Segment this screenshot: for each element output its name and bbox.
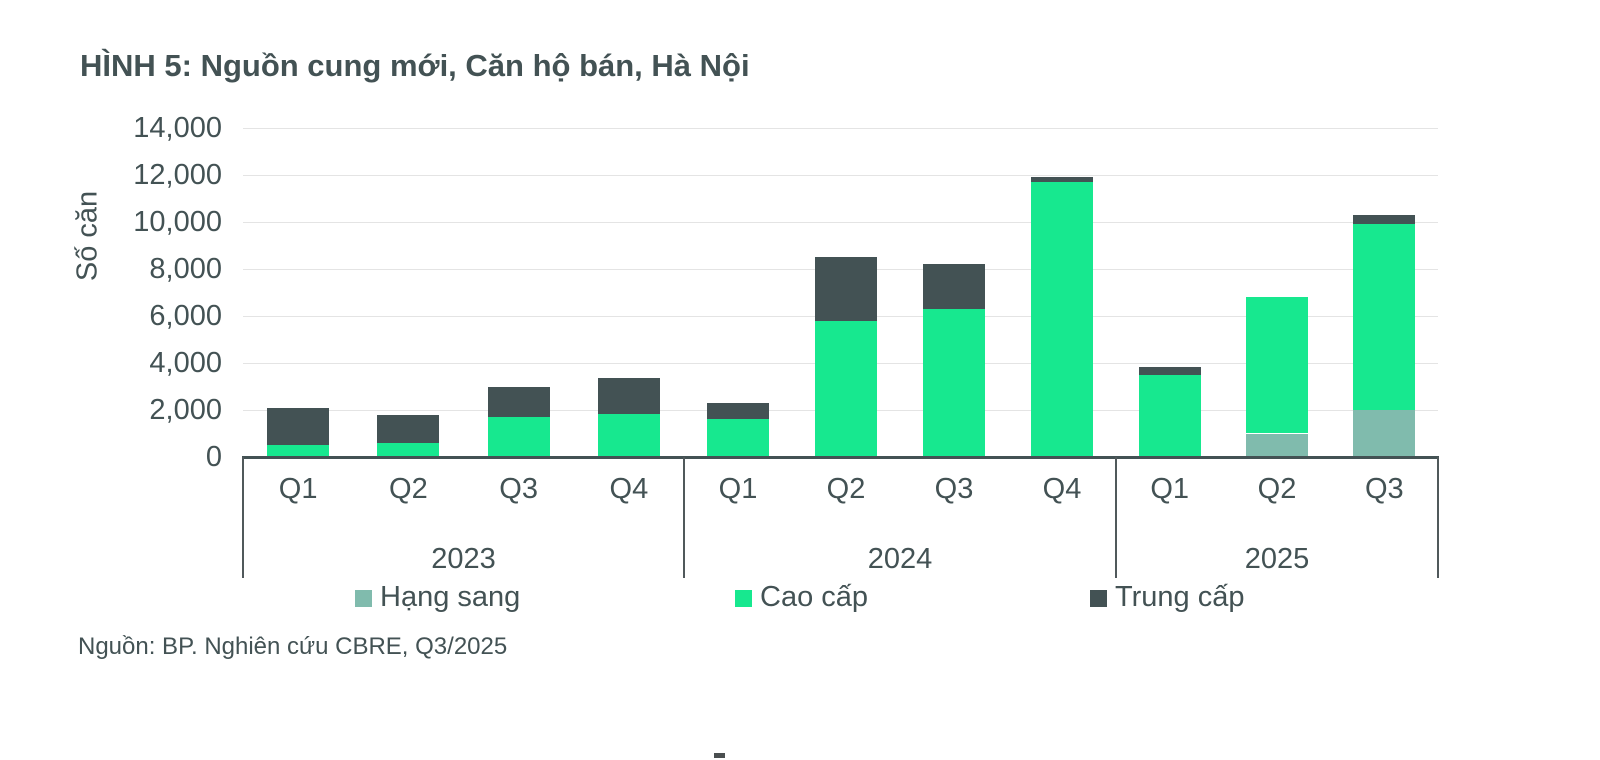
y-axis-tick-label: 2,000 — [149, 394, 222, 426]
figure-title: HÌNH 5: Nguồn cung mới, Căn hộ bán, Hà N… — [80, 48, 750, 83]
y-axis-tick-label: 8,000 — [149, 253, 222, 285]
quarter-label: Q1 — [278, 473, 318, 505]
bar-segment-cao-cấp — [707, 419, 769, 457]
bar-segment-cao-cấp — [267, 445, 330, 457]
bar-segment-cao-cấp — [1031, 182, 1093, 457]
legend-label-hang-sang: Hạng sang — [380, 581, 521, 613]
bar-segment-cao-cấp — [597, 413, 660, 457]
bar-segment-trung-cấp — [377, 414, 440, 443]
legend-item-cao-cap: Cao cấp — [735, 581, 868, 614]
bar-segment-cao-cấp — [1138, 374, 1201, 457]
x-axis-baseline — [242, 456, 1439, 459]
year-label: 2023 — [431, 543, 496, 575]
bar-segment-cao-cấp — [923, 308, 985, 457]
bar-segment-cao-cấp — [1246, 297, 1308, 434]
bar-segment-hạng-sang — [1353, 410, 1416, 457]
category-box-divider — [1437, 457, 1439, 578]
year-label: 2025 — [1244, 543, 1310, 575]
gridline — [243, 221, 1438, 223]
legend-label-cao-cap: Cao cấp — [760, 581, 869, 613]
bar-segment-trung-cấp — [267, 407, 330, 446]
quarter-label: Q2 — [826, 473, 866, 505]
bar-segment-hạng-sang — [1246, 433, 1308, 457]
y-axis-tick-label: 4,000 — [149, 347, 222, 379]
bar-segment-trung-cấp — [815, 257, 877, 321]
bar-segment-trung-cấp — [1138, 366, 1201, 375]
bar-segment-cao-cấp — [377, 442, 440, 457]
quarter-label: Q2 — [1257, 473, 1297, 505]
gridline — [243, 174, 1438, 176]
category-box-divider — [242, 457, 244, 578]
bar-segment-trung-cấp — [597, 378, 660, 414]
legend-item-hang-sang: Hạng sang — [355, 581, 520, 614]
y-axis-tick-label: 6,000 — [149, 300, 222, 332]
category-box-divider — [1115, 457, 1117, 578]
source-note: Nguồn: BP. Nghiên cứu CBRE, Q3/2025 — [78, 633, 508, 660]
quarter-label: Q4 — [609, 473, 649, 505]
bar-segment-trung-cấp — [1031, 177, 1093, 183]
quarter-label: Q3 — [1364, 473, 1404, 505]
legend-swatch-hang-sang — [355, 590, 372, 607]
quarter-label: Q4 — [1042, 473, 1082, 505]
y-axis-tick-label: 10,000 — [133, 206, 222, 238]
y-axis-tick-label: 12,000 — [133, 159, 222, 191]
quarter-label: Q3 — [934, 473, 974, 505]
y-axis-tick-label: 14,000 — [133, 112, 222, 144]
bar-segment-cao-cấp — [1353, 224, 1416, 410]
gridline — [243, 127, 1438, 129]
legend-item-trung-cap: Trung cấp — [1090, 581, 1245, 614]
quarter-label: Q1 — [1150, 473, 1189, 505]
legend-swatch-trung-cap — [1090, 590, 1107, 607]
bar-segment-trung-cấp — [923, 264, 985, 309]
legend-swatch-cao-cap — [735, 590, 752, 607]
bar-segment-cao-cấp — [487, 417, 550, 457]
bar-segment-trung-cấp — [707, 402, 769, 420]
y-axis-tick-label: 0 — [205, 441, 222, 473]
quarter-label: Q2 — [389, 473, 428, 505]
legend-label-trung-cap: Trung cấp — [1115, 581, 1245, 613]
quarter-label: Q1 — [718, 473, 758, 505]
cutoff-glyph-artifact — [714, 753, 725, 758]
category-box-divider — [683, 457, 685, 578]
quarter-label: Q3 — [499, 473, 538, 505]
bar-segment-trung-cấp — [1353, 214, 1416, 225]
year-label: 2024 — [867, 543, 933, 575]
bar-segment-trung-cấp — [487, 386, 550, 418]
bar-segment-cao-cấp — [815, 320, 877, 457]
